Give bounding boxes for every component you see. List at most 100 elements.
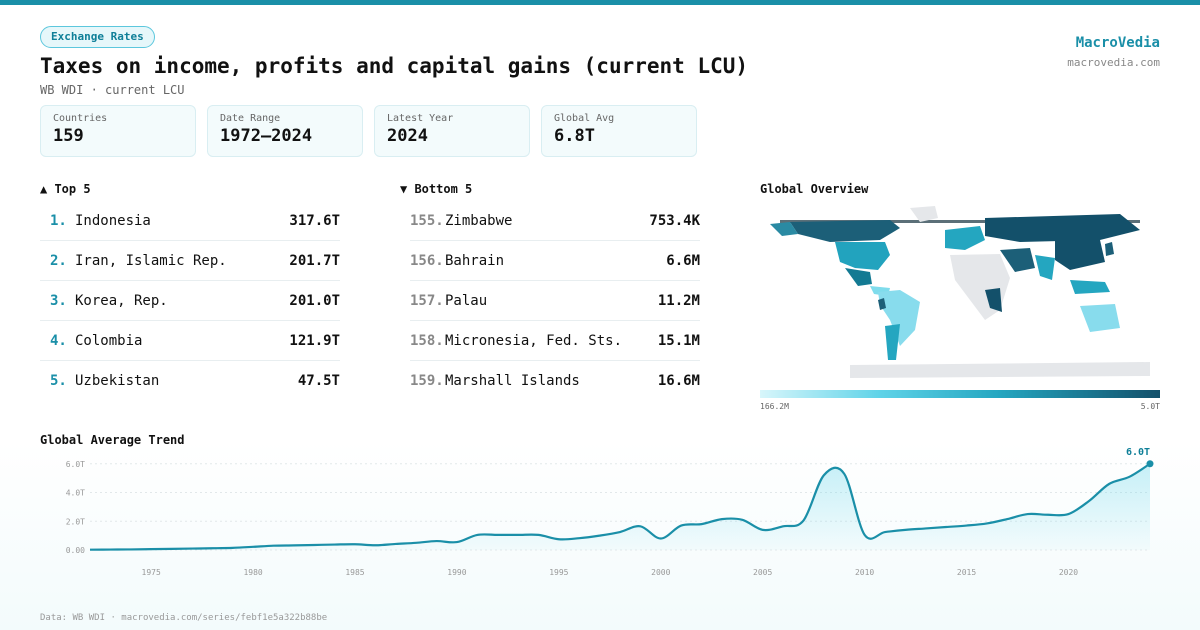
map-region-greenland — [910, 206, 938, 222]
stat-value: 2024 — [387, 126, 428, 146]
list-item[interactable]: 158. Micronesia, Fed. Sts. 15.1M — [410, 321, 700, 361]
map-region-russia[interactable] — [985, 214, 1140, 242]
country-name: Colombia — [75, 332, 143, 349]
rank: 156. — [410, 252, 444, 269]
country-value: 121.9T — [289, 332, 340, 349]
category-badge[interactable]: Exchange Rates — [40, 26, 155, 48]
x-tick-label: 2000 — [651, 568, 670, 577]
stat-card-date-range: Date Range 1972–2024 — [207, 105, 363, 157]
list-item[interactable]: 5. Uzbekistan 47.5T — [40, 361, 340, 401]
list-item[interactable]: 1. Indonesia 317.6T — [40, 201, 340, 241]
map-region-australia[interactable] — [1080, 304, 1120, 332]
map-region-brazil[interactable] — [878, 290, 920, 346]
map-region-indonesia[interactable] — [1070, 280, 1110, 294]
list-item[interactable]: 2. Iran, Islamic Rep. 201.7T — [40, 241, 340, 281]
rank: 4. — [50, 332, 67, 349]
list-item[interactable]: 4. Colombia 121.9T — [40, 321, 340, 361]
country-name: Bahrain — [445, 252, 505, 269]
stat-label: Latest Year — [387, 113, 454, 124]
top5-list: 1. Indonesia 317.6T 2. Iran, Islamic Rep… — [40, 201, 340, 401]
trend-area — [90, 463, 1150, 550]
x-tick-label: 1985 — [345, 568, 364, 577]
y-tick-label: 2.0T — [66, 517, 85, 526]
stat-label: Global Avg — [554, 113, 615, 124]
x-tick-label: 1990 — [447, 568, 466, 577]
map-region-argentina[interactable] — [885, 324, 900, 360]
country-value: 47.5T — [297, 373, 340, 389]
x-tick-label: 1975 — [142, 568, 161, 577]
list-item[interactable]: 156. Bahrain 6.6M — [410, 241, 700, 281]
map-region-india[interactable] — [1035, 255, 1055, 280]
country-name: Marshall Islands — [445, 373, 580, 389]
trend-title: Global Average Trend — [40, 433, 185, 447]
global-average-trend-chart[interactable]: 6.0T 0.00 2.0T 4.0T 6.0T 1975 1980 1985 1990 19… — [40, 448, 1180, 583]
world-choropleth-map[interactable] — [760, 200, 1160, 380]
rank: 3. — [50, 292, 67, 309]
map-region-mexico[interactable] — [845, 268, 872, 286]
rank: 159. — [410, 373, 444, 389]
rank: 158. — [410, 332, 444, 349]
stat-label: Countries — [53, 113, 108, 124]
page-title: Taxes on income, profits and capital gai… — [40, 54, 749, 78]
country-name: Korea, Rep. — [75, 292, 168, 309]
country-value: 317.6T — [289, 212, 340, 229]
map-region-alaska[interactable] — [770, 222, 798, 236]
map-region-colombia[interactable] — [878, 298, 886, 310]
map-region-korea[interactable] — [1105, 242, 1114, 256]
map-region-antarctica — [850, 362, 1150, 378]
country-value: 16.6M — [657, 373, 700, 389]
stat-value: 1972–2024 — [220, 126, 313, 146]
country-name: Micronesia, Fed. Sts. — [445, 332, 623, 349]
country-name: Indonesia — [75, 212, 151, 229]
stat-card-countries: Countries 159 — [40, 105, 196, 157]
legend-max-label: 5.0T — [1140, 402, 1160, 411]
page-subtitle: WB WDI · current LCU — [40, 83, 185, 97]
list-item[interactable]: 155. Zimbabwe 753.4K — [410, 201, 700, 241]
top5-heading: ▲ Top 5 — [40, 182, 91, 196]
trend-line[interactable] — [89, 462, 1151, 551]
country-value: 753.4K — [649, 212, 700, 229]
map-title: Global Overview — [760, 182, 869, 196]
stat-value: 6.8T — [554, 126, 595, 146]
map-region-usa[interactable] — [835, 242, 890, 270]
country-name: Zimbabwe — [445, 212, 513, 229]
country-value: 11.2M — [657, 292, 700, 309]
y-tick-label: 6.0T — [66, 460, 85, 469]
map-band — [780, 220, 1140, 223]
top-accent-bar — [0, 0, 1200, 5]
brand-url[interactable]: macrovedia.com — [1067, 56, 1160, 69]
country-name: Iran, Islamic Rep. — [75, 252, 227, 269]
y-tick-label: 0.00 — [66, 546, 85, 555]
country-name: Uzbekistan — [75, 373, 160, 389]
map-region-china[interactable] — [1055, 240, 1105, 270]
country-value: 6.6M — [666, 252, 700, 269]
bottom5-list: 155. Zimbabwe 753.4K 156. Bahrain 6.6M 1… — [410, 201, 700, 401]
stats-row: Countries 159 Date Range 1972–2024 Lates… — [40, 105, 697, 157]
list-item[interactable]: 3. Korea, Rep. 201.0T — [40, 281, 340, 321]
country-value: 201.0T — [289, 292, 340, 309]
x-tick-label: 2015 — [957, 568, 976, 577]
stat-label: Date Range — [220, 113, 281, 124]
country-value: 15.1M — [657, 332, 700, 349]
brand-logo[interactable]: MacroVedia — [1075, 35, 1160, 51]
list-item[interactable]: 157. Palau 11.2M — [410, 281, 700, 321]
x-tick-label: 2005 — [753, 568, 772, 577]
y-tick-label: 4.0T — [66, 489, 85, 498]
rank: 157. — [410, 292, 444, 309]
legend-min-label: 166.2M — [760, 402, 789, 411]
map-region-canada[interactable] — [790, 220, 900, 242]
rank: 5. — [50, 373, 67, 389]
bottom5-heading: ▼ Bottom 5 — [400, 182, 473, 196]
stat-card-latest-year: Latest Year 2024 — [374, 105, 530, 157]
x-tick-label: 1980 — [243, 568, 262, 577]
map-region-east-africa[interactable] — [985, 288, 1002, 312]
x-tick-label: 2010 — [855, 568, 874, 577]
country-name: Palau — [445, 292, 488, 309]
map-region-middle-east[interactable] — [1000, 248, 1035, 272]
footer-source: Data: WB WDI · macrovedia.com/series/feb… — [40, 613, 328, 623]
list-item[interactable]: 159. Marshall Islands 16.6M — [410, 361, 700, 401]
rank: 155. — [410, 212, 444, 229]
map-region-europe[interactable] — [945, 226, 985, 250]
trend-end-point[interactable] — [1146, 460, 1154, 468]
stat-value: 159 — [53, 126, 84, 146]
